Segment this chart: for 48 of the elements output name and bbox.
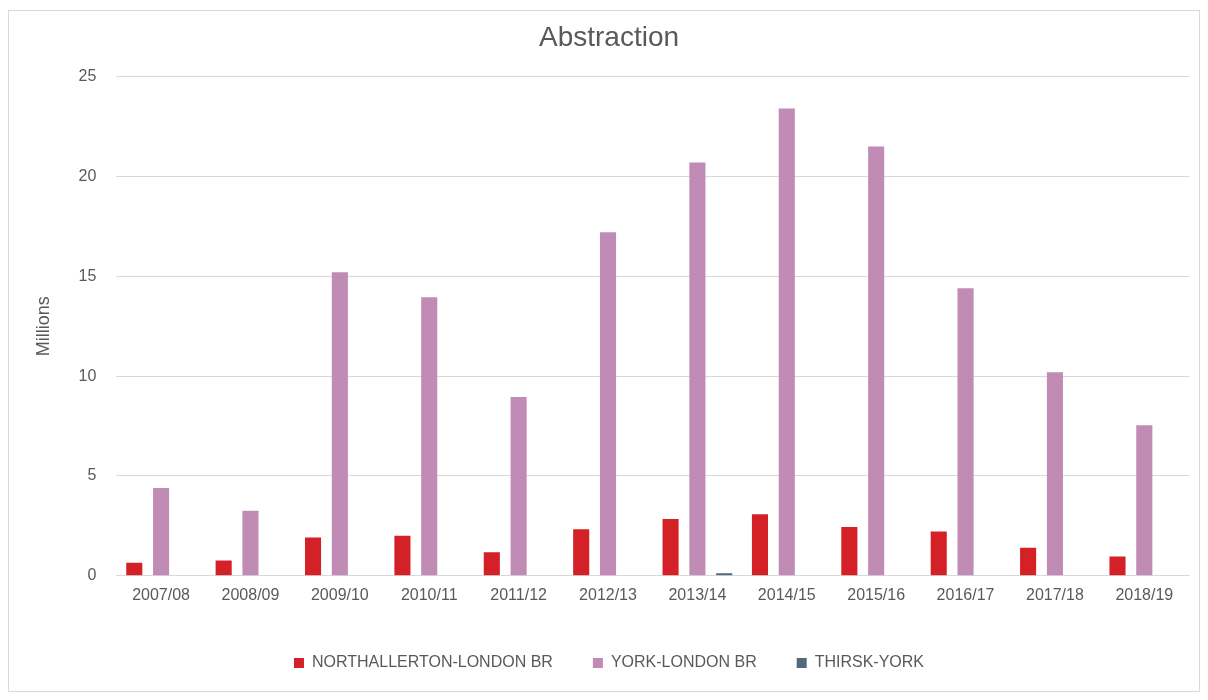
bar [716, 573, 733, 576]
x-tick-label: 2018/19 [1115, 585, 1174, 603]
bar [930, 531, 947, 576]
chart-title: Abstraction [538, 20, 680, 52]
x-tick-label: 2013/14 [668, 585, 727, 603]
x-tick-label: 2012/13 [579, 585, 638, 603]
bar [331, 272, 348, 576]
legend-label: THIRSK-YORK [814, 653, 925, 671]
x-tick-label: 2010/11 [400, 585, 458, 603]
bar [841, 527, 858, 576]
bar [599, 232, 617, 576]
bar [1046, 372, 1063, 576]
bar [421, 297, 438, 576]
bar [689, 162, 706, 576]
bar [153, 487, 170, 576]
bar [510, 397, 527, 576]
bar [751, 514, 768, 576]
bar [573, 529, 590, 576]
bar [483, 552, 500, 576]
x-tick-label: 2015/16 [847, 585, 906, 603]
legend-label: YORK-LONDON BR [610, 653, 757, 671]
bar [242, 510, 259, 576]
x-tick-label: 2016/17 [936, 585, 995, 603]
bar [394, 535, 411, 576]
bar [868, 146, 885, 576]
x-tick-label: 2014/15 [757, 585, 816, 603]
y-tick-label: 15 [78, 266, 97, 284]
y-axis-title: Millions [32, 296, 53, 357]
bar [1109, 556, 1126, 576]
y-tick-label: 20 [78, 166, 97, 184]
bar [957, 288, 974, 576]
y-tick-label: 25 [78, 67, 97, 85]
x-tick-label: 2017/18 [1026, 585, 1084, 603]
y-tick-label: 10 [78, 366, 97, 384]
bar [778, 108, 795, 576]
bar [215, 560, 232, 576]
x-tick-label: 2007/08 [132, 585, 191, 603]
y-tick-label: 0 [87, 566, 97, 584]
bar [305, 537, 322, 576]
bar [1020, 547, 1037, 576]
bar [662, 518, 679, 576]
legend-label: NORTHALLERTON-LONDON BR [311, 653, 553, 671]
x-tick-label: 2008/09 [221, 585, 280, 603]
y-tick-label: 5 [87, 466, 97, 484]
bar [126, 562, 143, 576]
x-tick-label: 2009/10 [310, 585, 369, 603]
x-tick-label: 2011/12 [490, 585, 548, 603]
bar [1136, 425, 1153, 576]
